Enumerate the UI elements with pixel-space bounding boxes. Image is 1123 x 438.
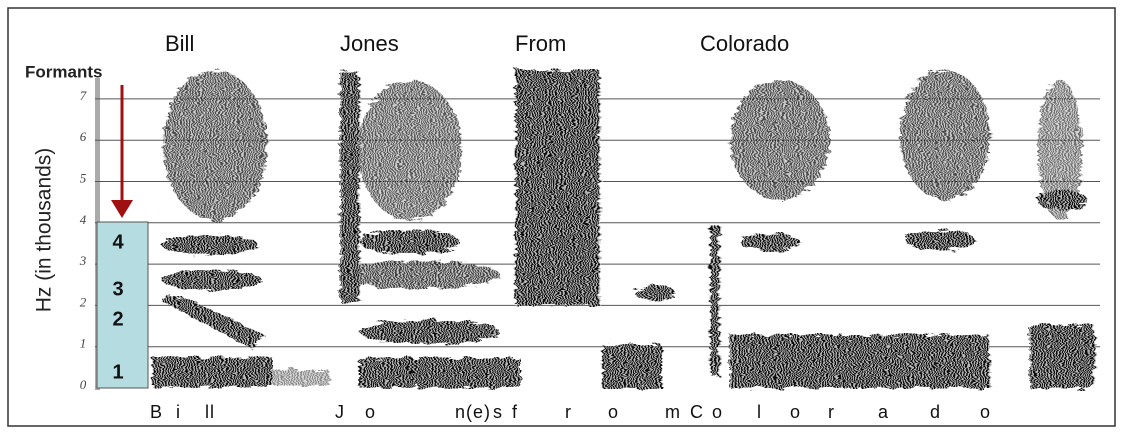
phoneme-label: i (176, 402, 181, 422)
phoneme-label: o (712, 402, 723, 422)
formant-number: 3 (112, 278, 123, 300)
y-tick-label: 6 (80, 129, 87, 144)
phoneme-label: m (665, 402, 681, 422)
y-tick-label: 3 (79, 253, 87, 268)
y-tick-label: 4 (80, 212, 87, 227)
phoneme-label: r (565, 402, 572, 422)
formant-number: 4 (112, 231, 124, 253)
phoneme-label: J (335, 402, 345, 422)
phoneme-label: l (757, 402, 762, 422)
word-label: From (515, 31, 566, 56)
phoneme-label: B (150, 402, 163, 422)
word-label: Colorado (700, 31, 789, 56)
formant-number: 2 (112, 308, 123, 330)
phoneme-label: n(e) (455, 402, 491, 422)
phoneme-label: o (790, 402, 801, 422)
phoneme-label: ll (205, 402, 215, 422)
phoneme-label: o (608, 402, 619, 422)
y-tick-label: 1 (80, 336, 87, 351)
phoneme-label: f (512, 402, 518, 422)
phoneme-label: r (828, 402, 835, 422)
word-label: Jones (340, 31, 399, 56)
word-label: Bill (165, 31, 194, 56)
phoneme-label: s (493, 402, 503, 422)
y-tick-label: 0 (80, 377, 87, 392)
y-axis-label: Hz (in thousands) (33, 148, 56, 313)
y-tick-label: 5 (80, 170, 87, 185)
formant-box (96, 221, 149, 389)
spectrogram (152, 70, 1095, 388)
arrow-head (111, 200, 133, 218)
phoneme-label: o (365, 402, 376, 422)
phoneme-label: o (980, 402, 991, 422)
phoneme-label: C (690, 402, 704, 422)
phoneme-label: a (878, 402, 889, 422)
y-tick-label: 7 (80, 88, 87, 103)
y-tick-label: 2 (80, 294, 87, 309)
phoneme-label: d (930, 402, 941, 422)
formant-number: 1 (112, 361, 123, 383)
formants-title: Formants (25, 62, 102, 81)
